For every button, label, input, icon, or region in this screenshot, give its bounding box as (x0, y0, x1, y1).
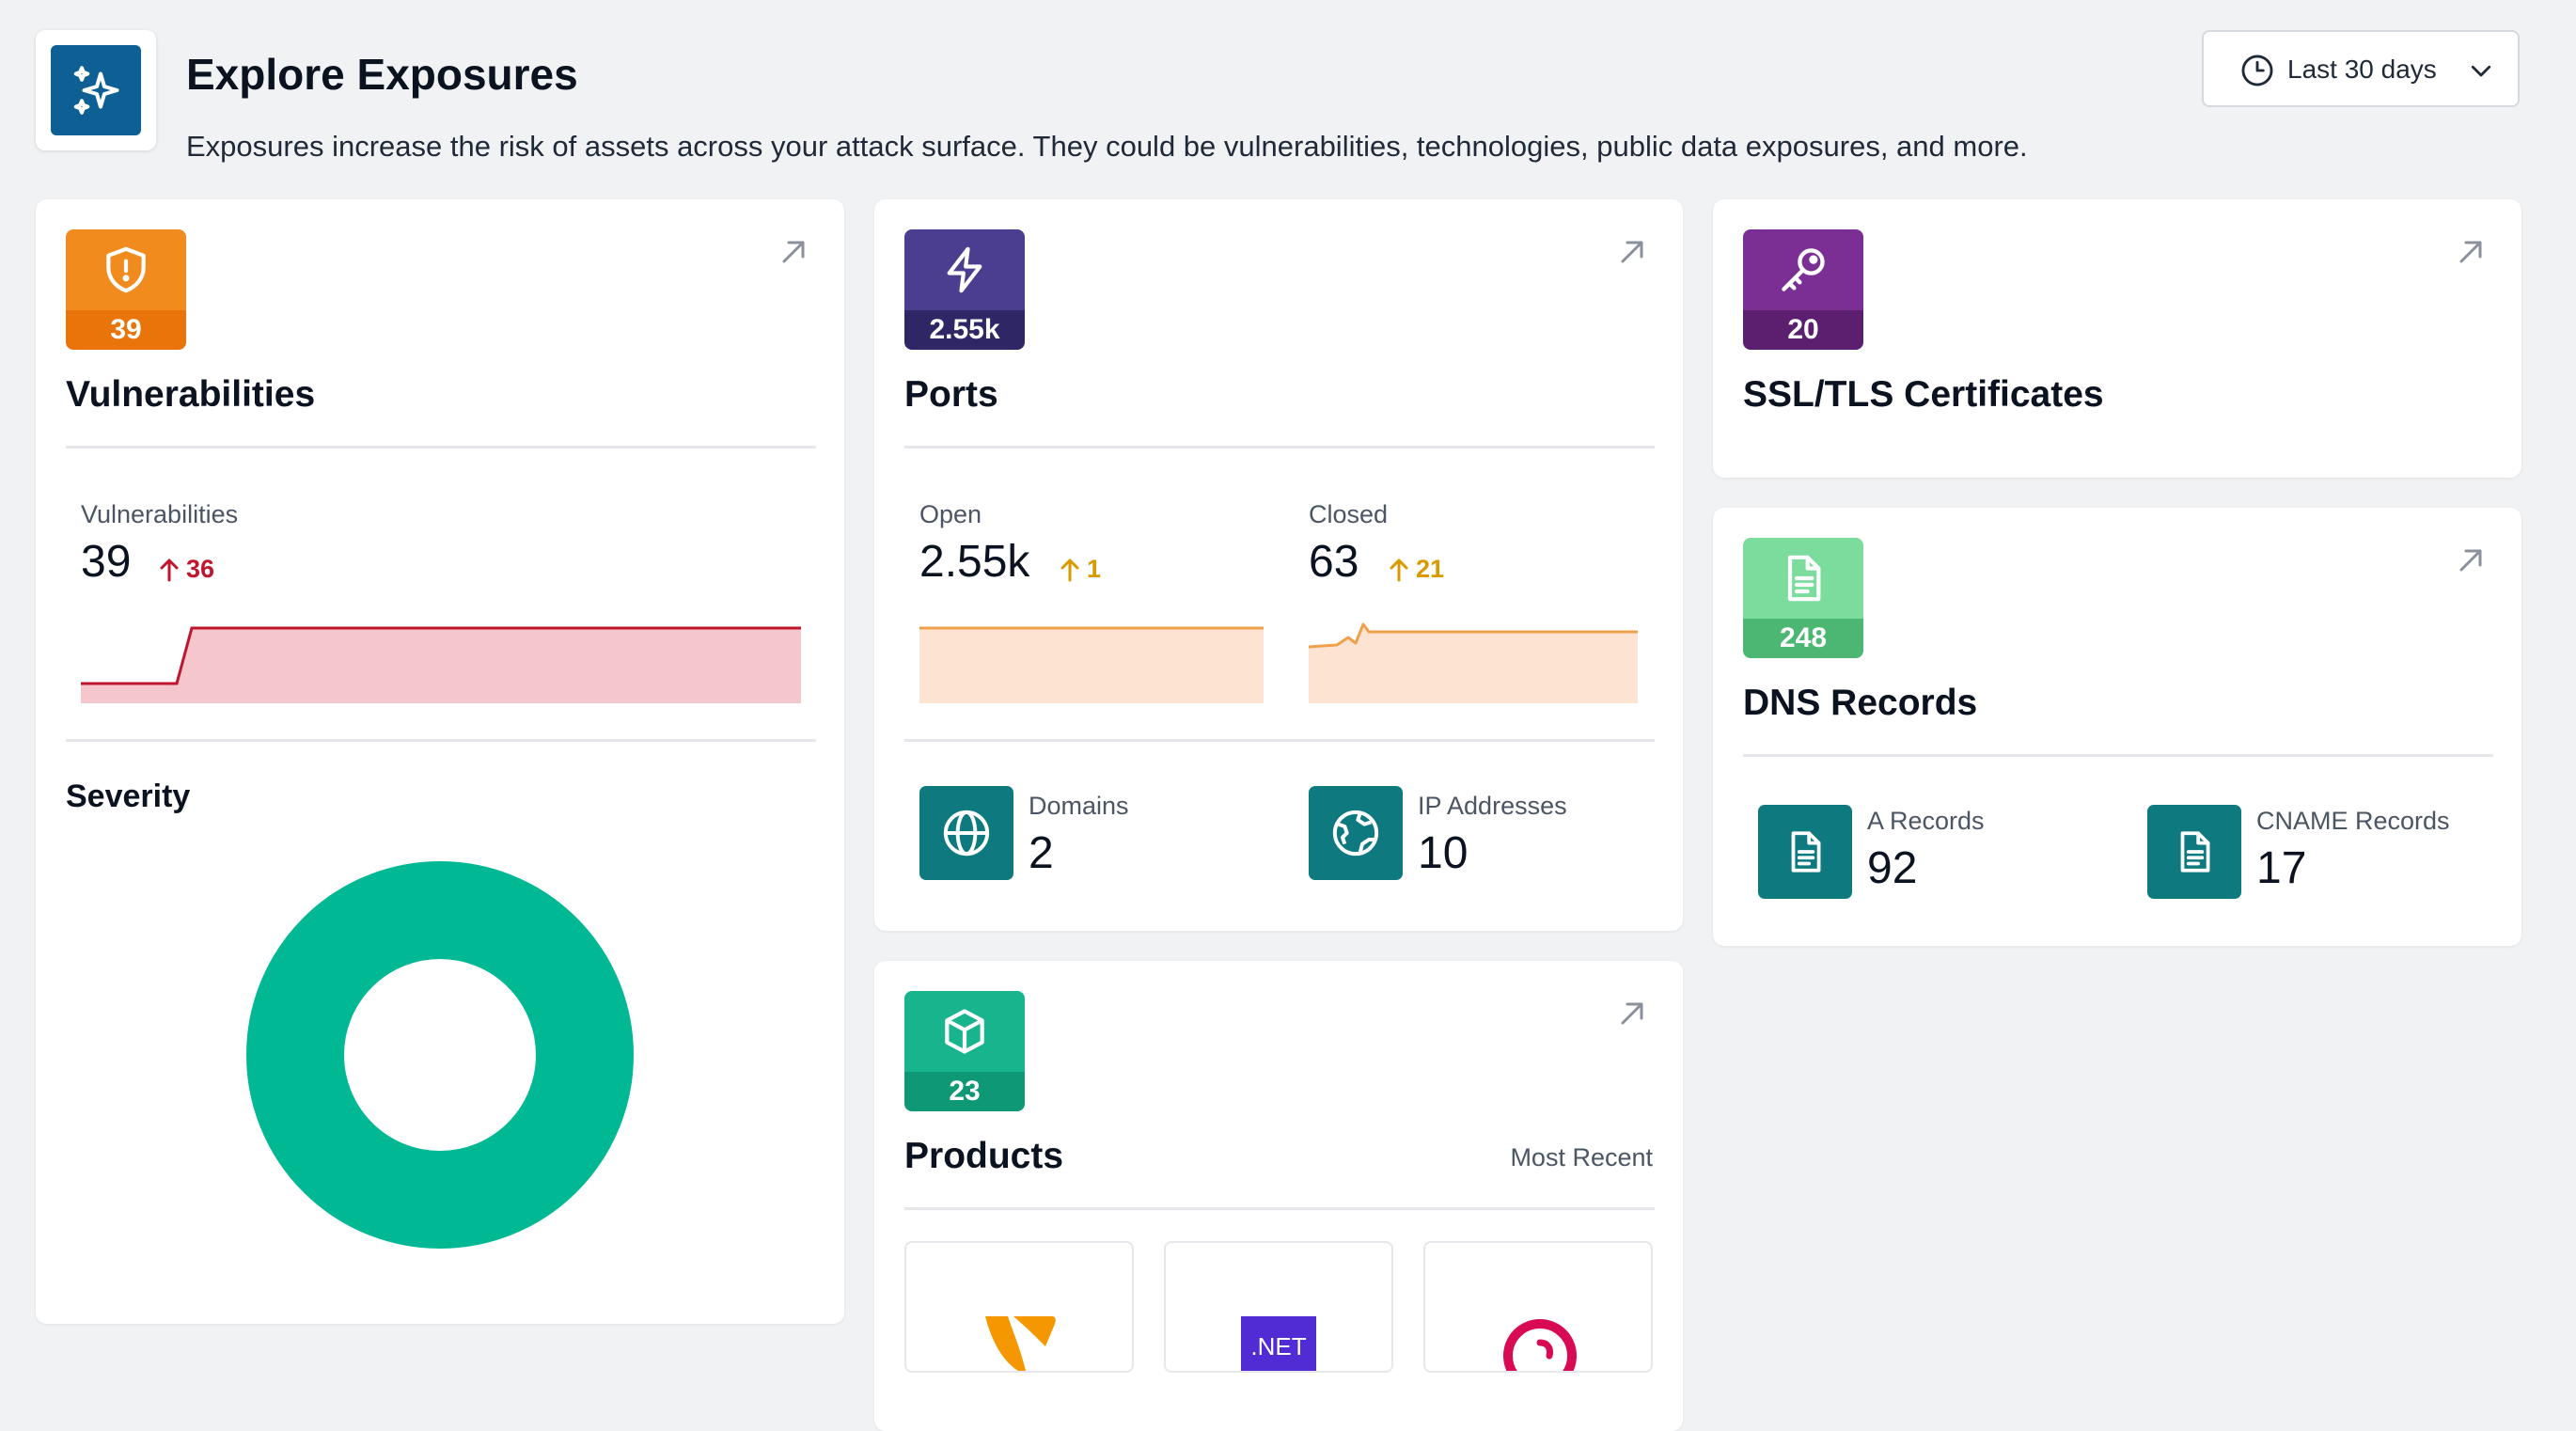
page-description: Exposures increase the risk of assets ac… (186, 130, 2028, 163)
cname-records-label: CNAME Records (2256, 807, 2450, 835)
shield-alert-icon (66, 229, 186, 310)
external-link-arrow-icon[interactable] (775, 233, 812, 271)
divider (1743, 754, 2493, 757)
product-tile-typo3[interactable] (904, 1241, 1134, 1373)
products-badge: 23 (904, 991, 1025, 1111)
globe-icon (919, 786, 1013, 880)
a-records-label: A Records (1867, 807, 1985, 835)
dns-badge-count: 248 (1743, 619, 1863, 658)
document-icon (1758, 805, 1852, 899)
open-ports-delta: 1 (1059, 555, 1101, 584)
divider (904, 446, 1655, 448)
vulnerabilities-badge: 39 (66, 229, 186, 350)
vulnerabilities-card: 39 Vulnerabilities Vulnerabilities 39 36… (36, 199, 844, 1324)
domains-value: 2 (1029, 828, 1054, 878)
arrow-up-icon (1390, 558, 1408, 581)
certificates-card: 20 SSL/TLS Certificates (1713, 199, 2521, 478)
vulnerabilities-delta: 36 (158, 555, 214, 584)
divider (904, 739, 1655, 742)
arrow-up-icon (1060, 558, 1079, 581)
vulnerabilities-stat-label: Vulnerabilities (81, 500, 239, 528)
page-icon (36, 30, 156, 150)
ports-badge-count: 2.55k (904, 310, 1025, 350)
certificates-badge: 20 (1743, 229, 1863, 350)
ports-card: 2.55k Ports Open 2.55k 1 Closed 63 21 Do… (874, 199, 1683, 931)
dns-badge: 248 (1743, 538, 1863, 658)
chevron-down-icon (2471, 65, 2491, 77)
ip-addresses-value: 10 (1418, 828, 1469, 878)
ports-title: Ports (904, 374, 998, 415)
divider (66, 446, 816, 448)
vulnerabilities-badge-count: 39 (66, 310, 186, 350)
typo3-logo-icon (985, 1316, 1056, 1371)
debian-logo-icon (1503, 1319, 1577, 1371)
key-icon (1743, 229, 1863, 310)
date-range-dropdown[interactable]: Last 30 days (2202, 30, 2520, 107)
products-sort-label: Most Recent (1510, 1143, 1653, 1172)
page-title: Explore Exposures (186, 50, 578, 99)
vulnerabilities-delta-value: 36 (186, 555, 215, 583)
sparkles-icon (51, 45, 141, 135)
external-link-arrow-icon[interactable] (2452, 233, 2490, 271)
dns-title: DNS Records (1743, 683, 1978, 723)
cname-records-value: 17 (2256, 843, 2307, 893)
lightning-icon (904, 229, 1025, 310)
external-link-arrow-icon[interactable] (2452, 542, 2490, 579)
closed-ports-value: 63 (1309, 537, 1359, 587)
severity-donut-segment (246, 861, 634, 1249)
vulnerabilities-title: Vulnerabilities (66, 374, 316, 415)
severity-donut-chart (246, 861, 634, 1249)
products-title: Products (904, 1136, 1064, 1176)
products-badge-count: 23 (904, 1072, 1025, 1111)
closed-ports-label: Closed (1309, 500, 1389, 528)
document-icon (2147, 805, 2241, 899)
domains-label: Domains (1029, 792, 1129, 820)
product-tile-debian[interactable] (1423, 1241, 1653, 1373)
earth-icon (1309, 786, 1403, 880)
certificates-badge-count: 20 (1743, 310, 1863, 350)
a-records-value: 92 (1867, 843, 1918, 893)
vulnerabilities-sparkline (81, 626, 801, 703)
open-ports-sparkline (919, 626, 1264, 703)
closed-ports-delta: 21 (1388, 555, 1444, 584)
closed-ports-delta-value: 21 (1416, 555, 1445, 583)
dns-records-card: 248 DNS Records A Records 92 CNAME Recor… (1713, 508, 2521, 946)
package-box-icon (904, 991, 1025, 1072)
open-ports-value: 2.55k (919, 537, 1030, 587)
closed-ports-sparkline (1309, 622, 1638, 703)
certificates-title: SSL/TLS Certificates (1743, 374, 2104, 415)
external-link-arrow-icon[interactable] (1613, 995, 1651, 1032)
ip-addresses-label: IP Addresses (1418, 792, 1567, 820)
date-range-label: Last 30 days (2287, 55, 2437, 84)
divider (904, 1207, 1655, 1210)
clock-icon (2241, 55, 2273, 86)
external-link-arrow-icon[interactable] (1613, 233, 1651, 271)
arrow-up-icon (160, 558, 179, 581)
divider (66, 739, 816, 742)
dotnet-logo-icon: .NET (1241, 1316, 1316, 1371)
ports-badge: 2.55k (904, 229, 1025, 350)
open-ports-delta-value: 1 (1087, 555, 1102, 583)
document-icon (1743, 538, 1863, 619)
open-ports-label: Open (919, 500, 982, 528)
dotnet-logo-label: .NET (1250, 1331, 1307, 1360)
products-card: 23 Products Most Recent .NET (874, 961, 1683, 1431)
vulnerabilities-stat-value: 39 (81, 537, 132, 587)
product-tile-dotnet[interactable]: .NET (1164, 1241, 1393, 1373)
severity-title: Severity (66, 778, 191, 814)
